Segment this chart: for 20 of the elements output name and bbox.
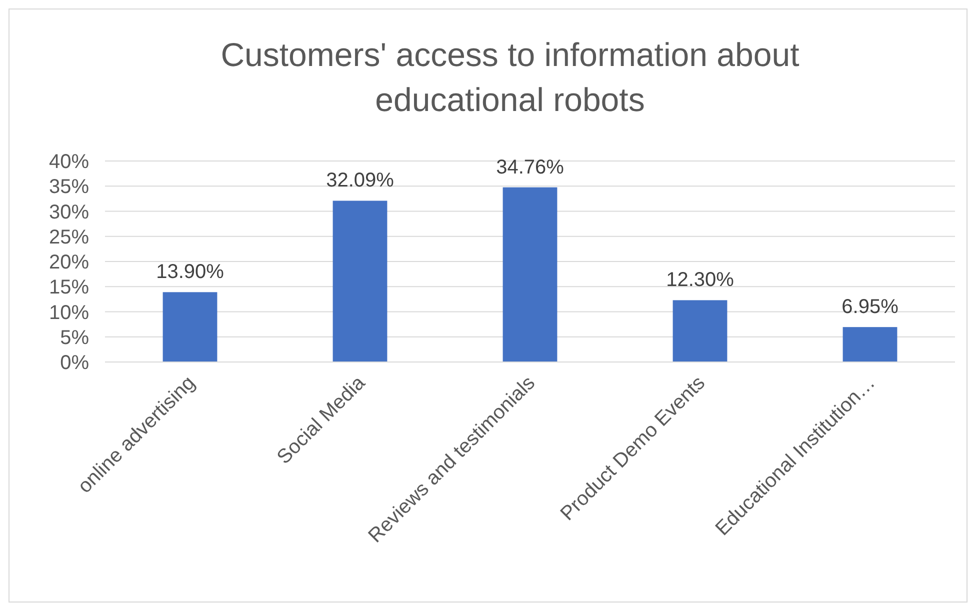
chart-title: Customers' access to information about educational robots	[220, 36, 800, 118]
y-tick-label: 40%	[48, 151, 90, 173]
data-label: 12.30%	[666, 269, 734, 292]
data-label: 6.95%	[842, 296, 899, 318]
y-tick-label: 30%	[48, 201, 90, 224]
y-tick-label: 35%	[48, 176, 90, 198]
bar	[842, 327, 898, 362]
y-tick-label: 20%	[48, 252, 90, 274]
y-tick-label: 0%	[60, 352, 90, 374]
bar	[672, 300, 728, 362]
data-label: 13.90%	[156, 261, 224, 284]
bar	[502, 187, 558, 362]
y-tick-label: 25%	[48, 226, 90, 248]
data-label: 32.09%	[326, 170, 394, 192]
bar	[162, 292, 218, 362]
y-tick-label: 5%	[60, 326, 90, 349]
y-tick-label: 10%	[48, 302, 90, 324]
y-tick-label: 15%	[48, 276, 90, 299]
bar	[332, 200, 388, 362]
data-label: 34.76%	[496, 156, 564, 178]
